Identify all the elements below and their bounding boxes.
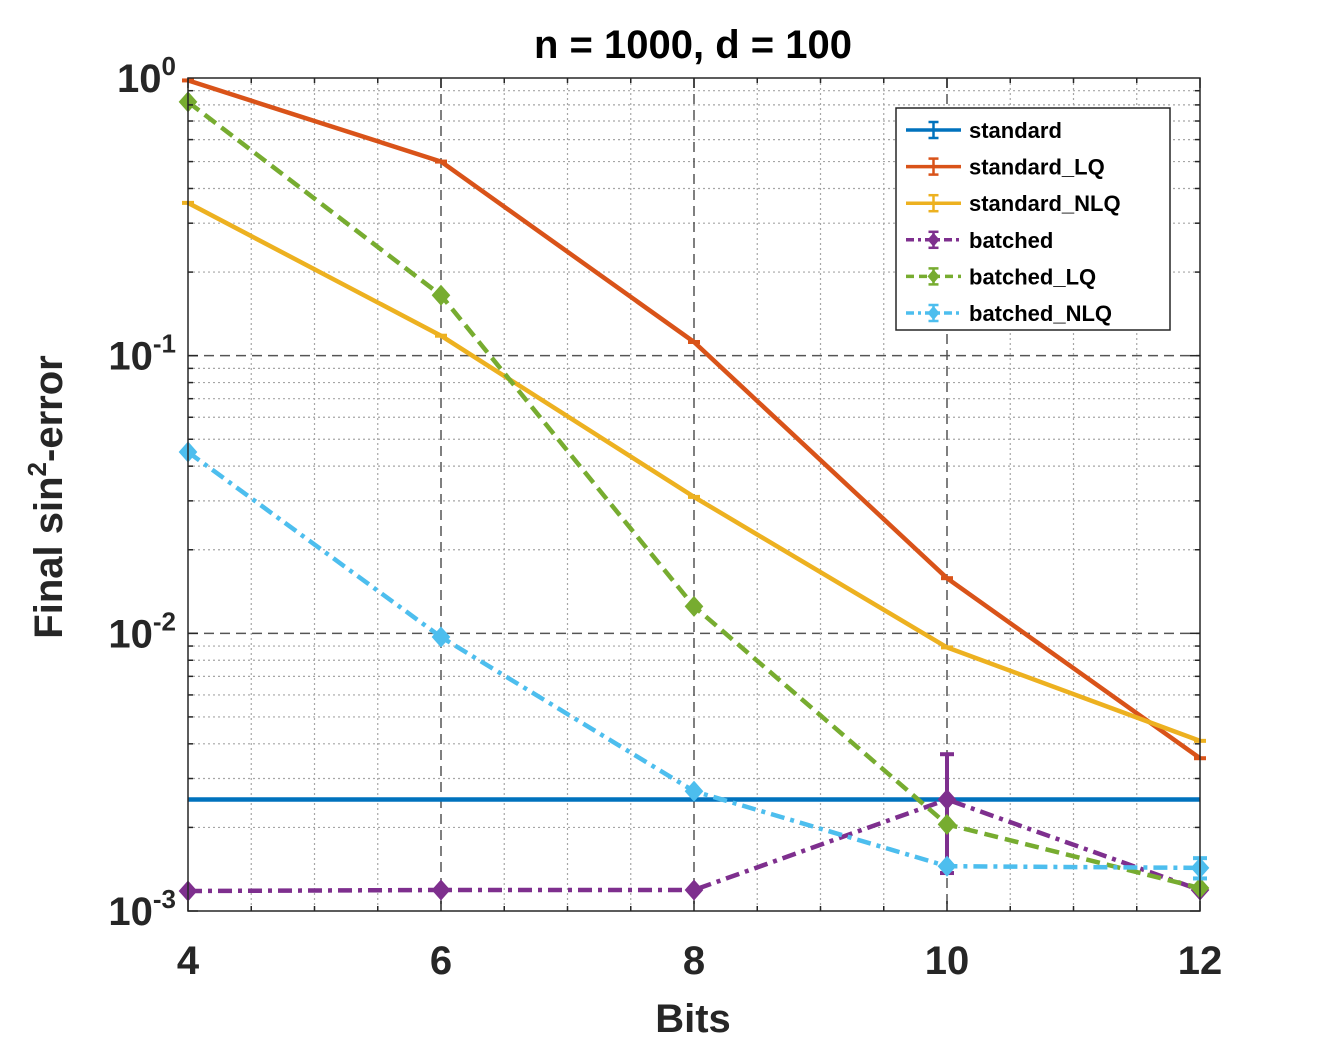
series-batched_NLQ — [178, 441, 1210, 881]
data-point — [684, 879, 704, 901]
data-point — [431, 879, 451, 901]
x-tick-label: 10 — [925, 939, 970, 983]
series-batched_LQ — [178, 91, 1210, 899]
y-axis-label: Final sin2-error — [22, 355, 71, 638]
x-tick-label: 4 — [177, 939, 200, 983]
x-tick-label: 6 — [430, 939, 452, 983]
legend-label-standard: standard — [969, 118, 1062, 143]
y-axis-label-suffix: -error — [27, 355, 71, 462]
y-tick-base: 10 — [108, 335, 153, 379]
x-axis-label: Bits — [655, 997, 731, 1041]
y-axis-label-prefix: Final sin — [27, 476, 71, 638]
y-tick-exponent: 0 — [162, 51, 176, 81]
legend-label-standard_LQ: standard_LQ — [969, 155, 1105, 180]
legend-marker — [927, 232, 940, 247]
legend-label-batched: batched — [969, 228, 1053, 253]
y-tick-exponent: -3 — [153, 884, 176, 914]
data-point — [431, 284, 451, 306]
x-tick-label: 12 — [1178, 939, 1223, 983]
y-tick-label: 10-1 — [108, 329, 176, 379]
y-tick-label: 10-2 — [108, 606, 176, 656]
data-point — [684, 780, 704, 802]
y-tick-base: 10 — [108, 890, 153, 934]
data-point — [937, 813, 957, 835]
x-tick-label: 8 — [683, 939, 705, 983]
y-tick-label: 10-3 — [108, 884, 176, 934]
data-point — [684, 595, 704, 617]
data-point — [937, 789, 957, 811]
data-point — [431, 626, 451, 648]
y-tick-label: 100 — [117, 51, 176, 101]
y-axis-label-superscript: 2 — [22, 462, 52, 476]
y-tick-exponent: -2 — [153, 606, 176, 636]
legend-box — [895, 107, 1171, 331]
chart-title: n = 1000, d = 100 — [534, 23, 852, 67]
legend-marker — [927, 306, 940, 320]
y-tick-base: 10 — [117, 57, 162, 101]
y-tick-exponent: -1 — [153, 329, 176, 359]
legend-label-standard_NLQ: standard_NLQ — [969, 191, 1121, 216]
y-tick-base: 10 — [108, 612, 153, 656]
data-point — [937, 855, 957, 877]
legend-label-batched_NLQ: batched_NLQ — [969, 301, 1112, 326]
legend-label-batched_LQ: batched_LQ — [969, 264, 1096, 289]
series-layer — [178, 78, 1210, 902]
series-standard_LQ — [182, 78, 1206, 761]
series-batched — [178, 752, 1210, 902]
legend-marker — [927, 269, 940, 284]
grid — [188, 78, 1200, 911]
